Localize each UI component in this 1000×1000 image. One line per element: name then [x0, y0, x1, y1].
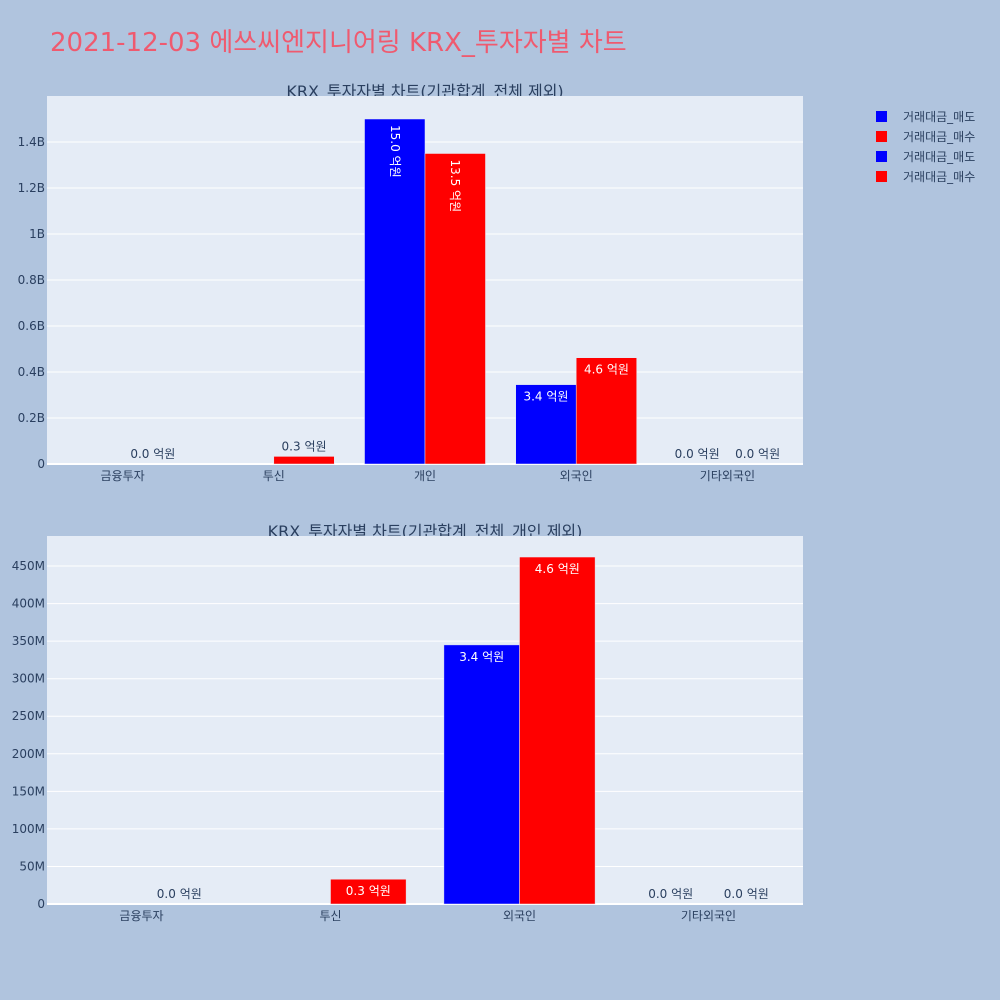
legend-label: 거래대금_매도 [903, 109, 976, 124]
legend-swatch-buy [876, 130, 887, 142]
bar-value-label: 0.3 억원 [282, 439, 327, 453]
legend-swatch-buy [876, 170, 887, 182]
bar-value-label: 0.0 억원 [724, 887, 769, 901]
legend-swatch-sell [876, 150, 887, 162]
bar-value-label: 3.4 억원 [523, 390, 568, 404]
bar [273, 456, 335, 465]
y-tick-label: 450M [12, 559, 45, 573]
x-tick-label: 금융투자 [119, 909, 163, 923]
bar-value-label: 0.0 억원 [157, 887, 202, 901]
x-tick-label: 투신 [263, 469, 285, 483]
y-tick-label: 400M [12, 597, 45, 611]
x-tick-label: 기타외국인 [700, 469, 755, 483]
y-tick-label: 50M [19, 859, 45, 873]
x-tick-label: 투신 [319, 909, 341, 923]
bar [443, 644, 520, 905]
y-tick-label: 1.4B [18, 135, 45, 149]
bar-value-label: 0.0 억원 [675, 447, 720, 461]
bar-value-label: 0.0 억원 [130, 447, 175, 461]
x-tick-label: 금융투자 [101, 469, 145, 483]
bar [515, 384, 577, 465]
legend-label: 거래대금_매도 [903, 149, 976, 164]
legend-swatch-sell [876, 110, 887, 122]
y-tick-label: 0.8B [18, 273, 45, 287]
legend-item[interactable]: 거래대금_매도 [876, 146, 975, 166]
y-tick-label: 0 [37, 897, 45, 911]
legend-item[interactable]: 거래대금_매수 [876, 166, 975, 186]
x-tick-label: 기타외국인 [681, 909, 736, 923]
bar-value-label: 0.0 억원 [735, 447, 780, 461]
x-tick-label: 개인 [414, 469, 436, 483]
y-tick-label: 200M [12, 747, 45, 761]
legend: 거래대금_매도 거래대금_매수 거래대금_매도 거래대금_매수 [876, 106, 975, 186]
y-tick-label: 1.2B [18, 181, 45, 195]
bar-value-label: 4.6 억원 [584, 363, 629, 377]
bar [364, 118, 426, 465]
y-tick-label: 150M [12, 784, 45, 798]
bar [519, 556, 596, 905]
bar-value-label: 15.0 억원 [388, 125, 402, 178]
bar-value-label: 0.0 억원 [648, 887, 693, 901]
y-tick-label: 0.6B [18, 319, 45, 333]
y-tick-label: 1B [29, 227, 45, 241]
bar-value-label: 13.5 억원 [448, 160, 462, 213]
y-tick-label: 100M [12, 822, 45, 836]
bar-value-label: 0.3 억원 [346, 884, 391, 898]
bar-value-label: 4.6 억원 [535, 562, 580, 576]
y-tick-label: 0 [37, 457, 45, 471]
page-title: 2021-12-03 에쓰씨엔지니어링 KRX_투자자별 차트 [50, 28, 627, 58]
x-tick-label: 외국인 [560, 469, 593, 483]
bar [575, 357, 637, 465]
bar [330, 878, 407, 905]
y-tick-label: 300M [12, 672, 45, 686]
legend-item[interactable]: 거래대금_매수 [876, 126, 975, 146]
legend-item[interactable]: 거래대금_매도 [876, 106, 975, 126]
y-tick-label: 250M [12, 709, 45, 723]
bar-value-label: 3.4 억원 [459, 650, 504, 664]
bar [424, 153, 486, 465]
y-tick-label: 350M [12, 634, 45, 648]
legend-label: 거래대금_매수 [903, 129, 976, 144]
x-tick-label: 외국인 [503, 909, 536, 923]
y-tick-label: 0.4B [18, 365, 45, 379]
y-tick-label: 0.2B [18, 411, 45, 425]
plot-background [47, 536, 803, 904]
legend-label: 거래대금_매수 [903, 169, 976, 184]
